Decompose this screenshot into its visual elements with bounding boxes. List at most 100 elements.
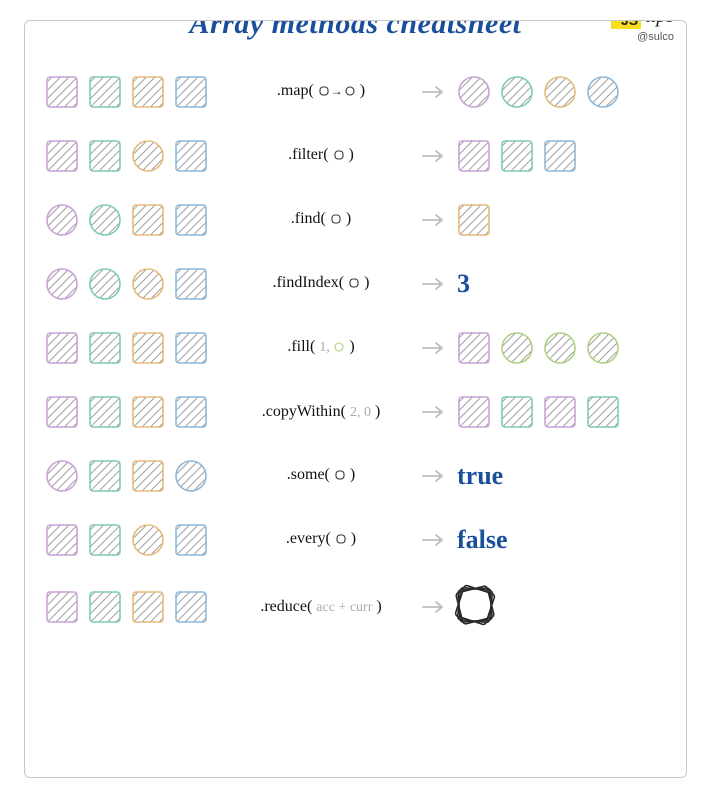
circle-shape <box>45 203 79 237</box>
square-shape <box>586 395 620 429</box>
mini-square-icon <box>318 84 330 102</box>
stacked-result <box>457 587 497 627</box>
method-row: .map( → ) <box>45 75 666 109</box>
square-shape <box>174 590 208 624</box>
method-tail: ) <box>364 274 369 291</box>
square-shape <box>88 75 122 109</box>
square-shape <box>131 459 165 493</box>
method-row: .fill( 1, ) <box>45 331 666 365</box>
input-array <box>45 267 223 301</box>
square-shape <box>45 395 79 429</box>
circle-shape <box>45 267 79 301</box>
square-shape <box>318 85 330 97</box>
square-shape <box>174 267 208 301</box>
arrow-icon <box>421 149 447 163</box>
mini-square-icon <box>335 532 347 550</box>
square-shape <box>131 203 165 237</box>
method-args: acc + curr <box>316 600 372 615</box>
page-title: Array methods cheatsheet <box>172 20 540 41</box>
method-label: .fill( 1, ) <box>231 338 411 358</box>
square-shape <box>457 139 491 173</box>
circle-shape <box>586 75 620 109</box>
arrow-cell <box>419 405 449 419</box>
arrow-cell <box>419 341 449 355</box>
square-shape <box>348 277 360 289</box>
arrow-icon <box>421 213 447 227</box>
result-text: 3 <box>457 269 470 299</box>
result-text: true <box>457 461 503 491</box>
method-args: 2, 0 <box>350 405 371 420</box>
square-shape <box>330 213 342 225</box>
mini-square-icon <box>334 468 346 486</box>
method-label: .every( ) <box>231 530 411 550</box>
input-array <box>45 203 223 237</box>
square-shape <box>174 203 208 237</box>
method-tail: ) <box>351 530 356 547</box>
output-result <box>457 395 666 429</box>
square-shape <box>88 590 122 624</box>
arrow-icon <box>421 277 447 291</box>
tips-text: tips <box>645 20 674 28</box>
rows-container: .map( → ) .filter( ) .find( ) .findIndex( )… <box>45 75 666 627</box>
method-label: .copyWithin( 2, 0 ) <box>231 403 411 421</box>
method-name: .findIndex( <box>273 274 345 291</box>
square-shape <box>45 331 79 365</box>
arrow-cell <box>419 213 449 227</box>
input-array <box>45 459 223 493</box>
circle-shape <box>500 75 534 109</box>
square-shape <box>88 331 122 365</box>
method-row: .some( )true <box>45 459 666 493</box>
method-arg-text: 1, <box>319 340 333 355</box>
arrow-icon <box>421 341 447 355</box>
square-shape <box>500 395 534 429</box>
square-shape <box>174 75 208 109</box>
output-result <box>457 587 666 627</box>
input-array <box>45 590 223 624</box>
input-array <box>45 395 223 429</box>
method-tail: ) <box>346 210 351 227</box>
square-shape <box>500 139 534 173</box>
square-shape <box>131 75 165 109</box>
square-shape <box>88 395 122 429</box>
mini-circle-icon <box>344 84 356 102</box>
circle-shape <box>543 331 577 365</box>
square-shape <box>131 590 165 624</box>
output-result: false <box>457 525 666 555</box>
circle-shape <box>88 267 122 301</box>
square-shape <box>335 533 347 545</box>
cheatsheet-frame: Array methods cheatsheet JS tips @sulco … <box>24 20 687 778</box>
square-shape <box>543 139 577 173</box>
circle-shape <box>543 75 577 109</box>
method-name: .map( <box>277 82 314 99</box>
output-result <box>457 331 666 365</box>
method-row: .findIndex( ) 3 <box>45 267 666 301</box>
method-tail: ) <box>349 146 354 163</box>
arrow-icon <box>421 405 447 419</box>
input-array <box>45 139 223 173</box>
method-row: .find( ) <box>45 203 666 237</box>
mini-circle-icon <box>333 340 345 358</box>
method-row: .reduce( acc + curr ) <box>45 587 666 627</box>
input-array <box>45 331 223 365</box>
circle-shape <box>500 331 534 365</box>
circle-shape <box>586 331 620 365</box>
square-shape <box>457 203 491 237</box>
mini-square-icon <box>330 212 342 230</box>
method-name: .some( <box>287 466 330 483</box>
js-badge: JS <box>611 20 641 29</box>
output-result <box>457 139 666 173</box>
method-row: .every( ) false <box>45 523 666 557</box>
result-text: false <box>457 525 508 555</box>
square-shape <box>131 331 165 365</box>
method-tail: ) <box>360 82 365 99</box>
arrow-cell <box>419 533 449 547</box>
arrow-cell <box>419 469 449 483</box>
square-shape <box>543 395 577 429</box>
output-result: true <box>457 461 666 491</box>
method-name: .copyWithin( <box>262 403 346 420</box>
square-shape <box>88 459 122 493</box>
arrow-icon <box>421 469 447 483</box>
circle-shape <box>457 75 491 109</box>
method-label: .filter( ) <box>231 146 411 166</box>
square-shape <box>174 331 208 365</box>
